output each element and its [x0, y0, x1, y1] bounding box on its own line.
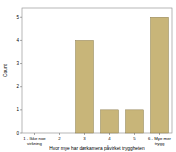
bar: [126, 110, 144, 133]
x-axis-title: Hvor mye har dørkamera påvirket trygghet…: [49, 145, 145, 151]
plot-frame: [22, 8, 172, 133]
y-tick-label: 1: [16, 107, 19, 112]
y-tick-label: 0: [16, 131, 19, 136]
y-tick: [20, 63, 22, 64]
bar: [101, 110, 119, 133]
x-tick: [34, 133, 35, 135]
x-tick-label: 1 - Ikke noevirkning: [23, 136, 46, 146]
y-tick-label: 2: [16, 84, 19, 89]
y-tick-label: 4: [16, 38, 19, 43]
chart: 0 1 2 3 4 5 1 - Ikke noevirkning 2 3 4 5 6 - Mye me…: [0, 0, 176, 152]
x-tick: [84, 133, 85, 135]
x-tick-label: 2: [58, 136, 61, 141]
x-tick: [109, 133, 110, 135]
y-tick: [20, 40, 22, 41]
label-line: 5: [133, 136, 136, 141]
label-line: virkning: [27, 141, 42, 146]
x-tick-label: 3: [83, 136, 86, 141]
y-tick-label: 3: [16, 61, 19, 66]
x-tick-label: 6 - Mye mertrygg: [148, 136, 171, 146]
x-tick: [159, 133, 160, 135]
bar: [151, 17, 169, 133]
bar: [76, 40, 94, 133]
x-tick: [59, 133, 60, 135]
y-axis-title: Count: [3, 63, 8, 76]
y-tick: [20, 109, 22, 110]
label-line: trygg: [155, 141, 165, 146]
x-tick: [134, 133, 135, 135]
y-tick: [20, 86, 22, 87]
x-tick-label: 4: [108, 136, 111, 141]
y-tick-label: 5: [16, 15, 19, 20]
label-line: 4: [108, 136, 111, 141]
label-line: 2: [58, 136, 61, 141]
x-tick-label: 5: [133, 136, 136, 141]
y-tick: [20, 133, 22, 134]
label-line: 3: [83, 136, 86, 141]
y-tick: [20, 17, 22, 18]
